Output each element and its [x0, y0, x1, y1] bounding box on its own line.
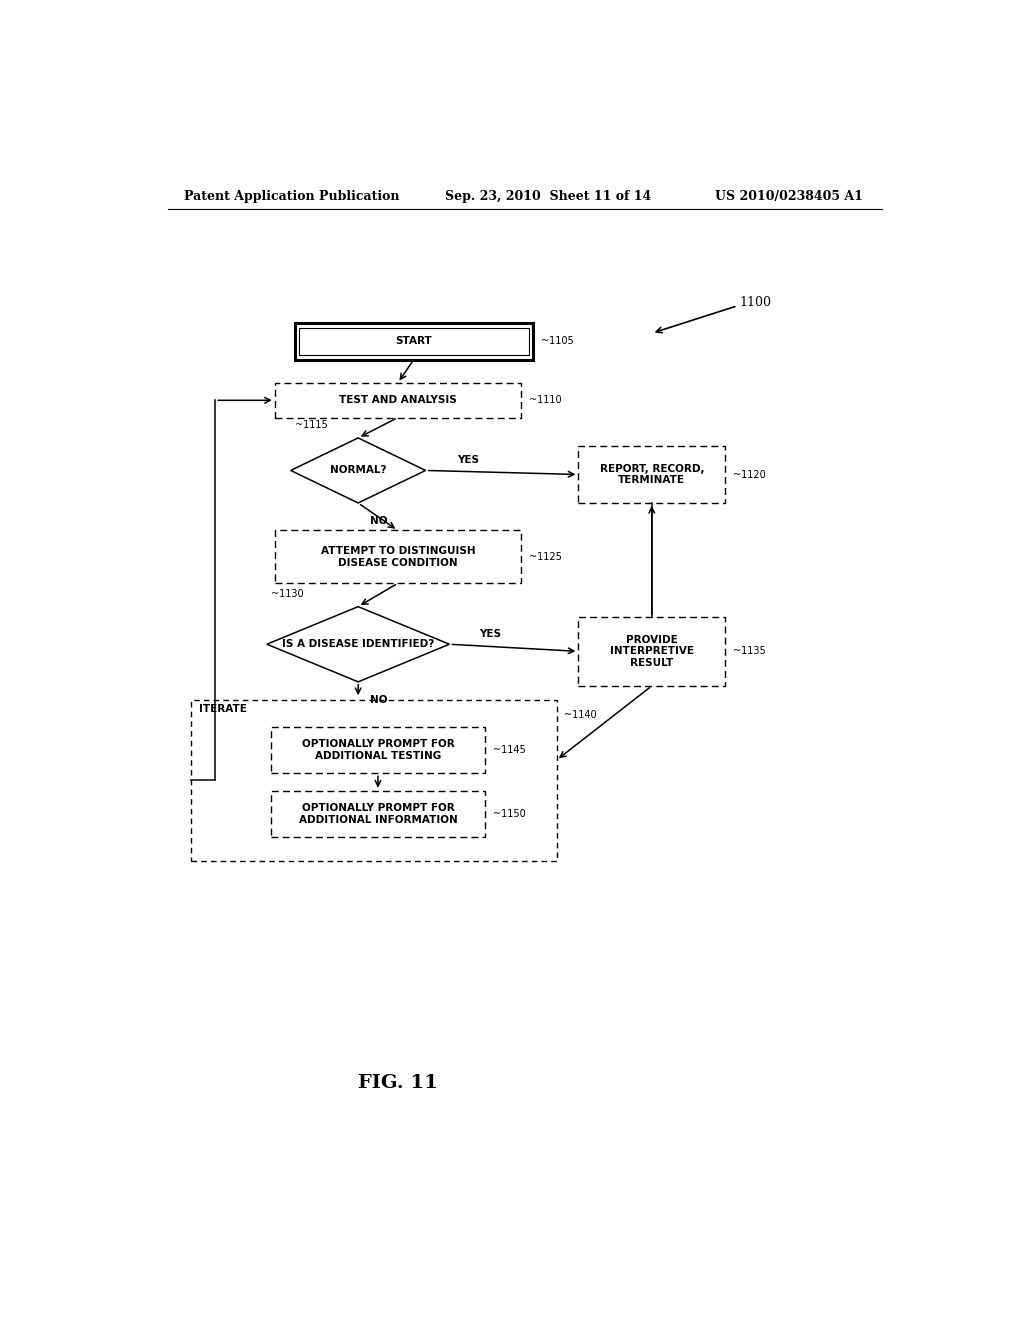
Text: OPTIONALLY PROMPT FOR
ADDITIONAL TESTING: OPTIONALLY PROMPT FOR ADDITIONAL TESTING: [302, 739, 455, 760]
Text: ATTEMPT TO DISTINGUISH
DISEASE CONDITION: ATTEMPT TO DISTINGUISH DISEASE CONDITION: [321, 546, 475, 568]
Bar: [270, 726, 485, 774]
Text: ~1150: ~1150: [494, 809, 525, 818]
Text: NO: NO: [370, 696, 387, 705]
Text: ~1140: ~1140: [564, 710, 597, 721]
Text: REPORT, RECORD,
TERMINATE: REPORT, RECORD, TERMINATE: [599, 463, 705, 486]
Text: Sep. 23, 2010  Sheet 11 of 14: Sep. 23, 2010 Sheet 11 of 14: [445, 190, 651, 202]
Text: OPTIONALLY PROMPT FOR
ADDITIONAL INFORMATION: OPTIONALLY PROMPT FOR ADDITIONAL INFORMA…: [299, 803, 458, 825]
Text: NORMAL?: NORMAL?: [330, 466, 386, 475]
Bar: [295, 323, 532, 359]
Bar: [274, 531, 521, 583]
Text: TEST AND ANALYSIS: TEST AND ANALYSIS: [339, 395, 457, 405]
Bar: [299, 329, 528, 355]
Text: ~1105: ~1105: [541, 337, 573, 346]
Text: PROVIDE
INTERPRETIVE
RESULT: PROVIDE INTERPRETIVE RESULT: [609, 635, 694, 668]
Bar: [274, 383, 521, 417]
Text: FIG. 11: FIG. 11: [357, 1074, 438, 1093]
Text: NO: NO: [370, 516, 387, 527]
Text: ~1145: ~1145: [494, 744, 525, 755]
Bar: [191, 700, 557, 861]
Bar: [579, 616, 725, 686]
Text: YES: YES: [479, 630, 502, 639]
Text: ~1130: ~1130: [270, 589, 303, 598]
Polygon shape: [291, 438, 426, 503]
Text: ~1135: ~1135: [733, 647, 766, 656]
Text: 1100: 1100: [739, 296, 771, 309]
Bar: [579, 446, 725, 503]
Bar: [270, 791, 485, 837]
Text: ~1115: ~1115: [295, 420, 328, 430]
Text: ~1120: ~1120: [733, 470, 766, 479]
Text: US 2010/0238405 A1: US 2010/0238405 A1: [715, 190, 863, 202]
Text: START: START: [395, 337, 432, 346]
Text: ITERATE: ITERATE: [200, 704, 248, 714]
Polygon shape: [267, 607, 450, 682]
Text: Patent Application Publication: Patent Application Publication: [183, 190, 399, 202]
Text: IS A DISEASE IDENTIFIED?: IS A DISEASE IDENTIFIED?: [282, 639, 434, 649]
Text: YES: YES: [458, 455, 479, 465]
Text: ~1110: ~1110: [528, 395, 561, 405]
Text: ~1125: ~1125: [528, 552, 561, 562]
